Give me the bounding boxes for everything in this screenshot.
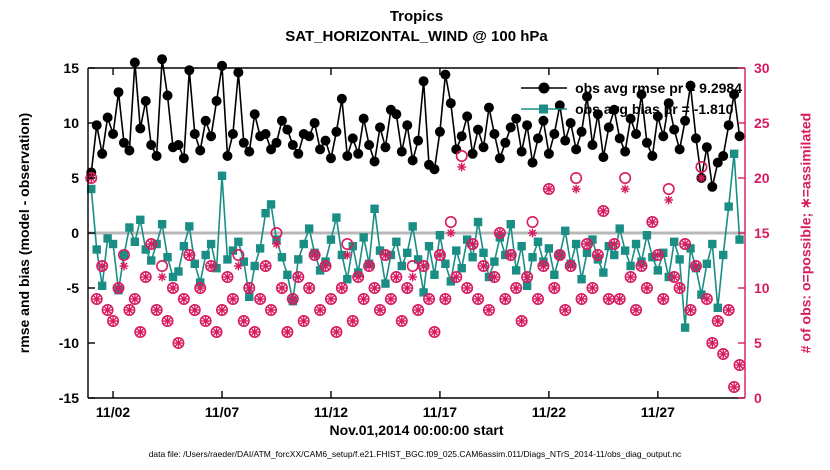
svg-text:-10: -10 xyxy=(59,335,79,351)
svg-text:11/02: 11/02 xyxy=(96,404,130,420)
svg-text:11/07: 11/07 xyxy=(205,404,239,420)
svg-text:25: 25 xyxy=(754,115,770,131)
bias-line-square-icon xyxy=(521,104,568,114)
svg-text:15: 15 xyxy=(754,225,770,241)
svg-text:11/22: 11/22 xyxy=(532,404,566,420)
svg-text:30: 30 xyxy=(754,60,770,76)
legend-item-bias: obs avg bias pr = -1.810 xyxy=(521,101,733,117)
svg-text:0: 0 xyxy=(754,390,762,406)
svg-text:10: 10 xyxy=(754,280,770,296)
chart-subtitle: SAT_HORIZONTAL_WIND @ 100 hPa xyxy=(285,28,548,45)
svg-text:-5: -5 xyxy=(67,280,80,296)
data-file-caption: data file: /Users/raeder/DAI/ATM_forcXX/… xyxy=(148,449,682,459)
legend-item-rmse: obs avg rmse pr = 9.2984 xyxy=(521,80,742,96)
svg-text:0: 0 xyxy=(71,225,79,241)
svg-text:10: 10 xyxy=(63,115,79,131)
svg-text:11/17: 11/17 xyxy=(423,404,457,420)
svg-text:5: 5 xyxy=(754,335,762,351)
legend-label-bias: obs avg bias pr = -1.810 xyxy=(575,101,734,117)
svg-text:20: 20 xyxy=(754,170,770,186)
svg-text:5: 5 xyxy=(71,170,79,186)
svg-text:15: 15 xyxy=(63,60,79,76)
legend-label-rmse: obs avg rmse pr = 9.2984 xyxy=(575,80,742,96)
rmse-line-circle-icon xyxy=(521,82,568,94)
x-axis-label: Nov.01,2014 00:00:00 start xyxy=(329,422,504,438)
svg-text:-15: -15 xyxy=(59,390,79,406)
svg-text:11/12: 11/12 xyxy=(314,404,348,420)
legend: obs avg rmse pr = 9.2984 obs avg bias pr… xyxy=(521,80,742,117)
chart-title: Tropics xyxy=(389,8,444,25)
svg-text:11/27: 11/27 xyxy=(641,404,675,420)
